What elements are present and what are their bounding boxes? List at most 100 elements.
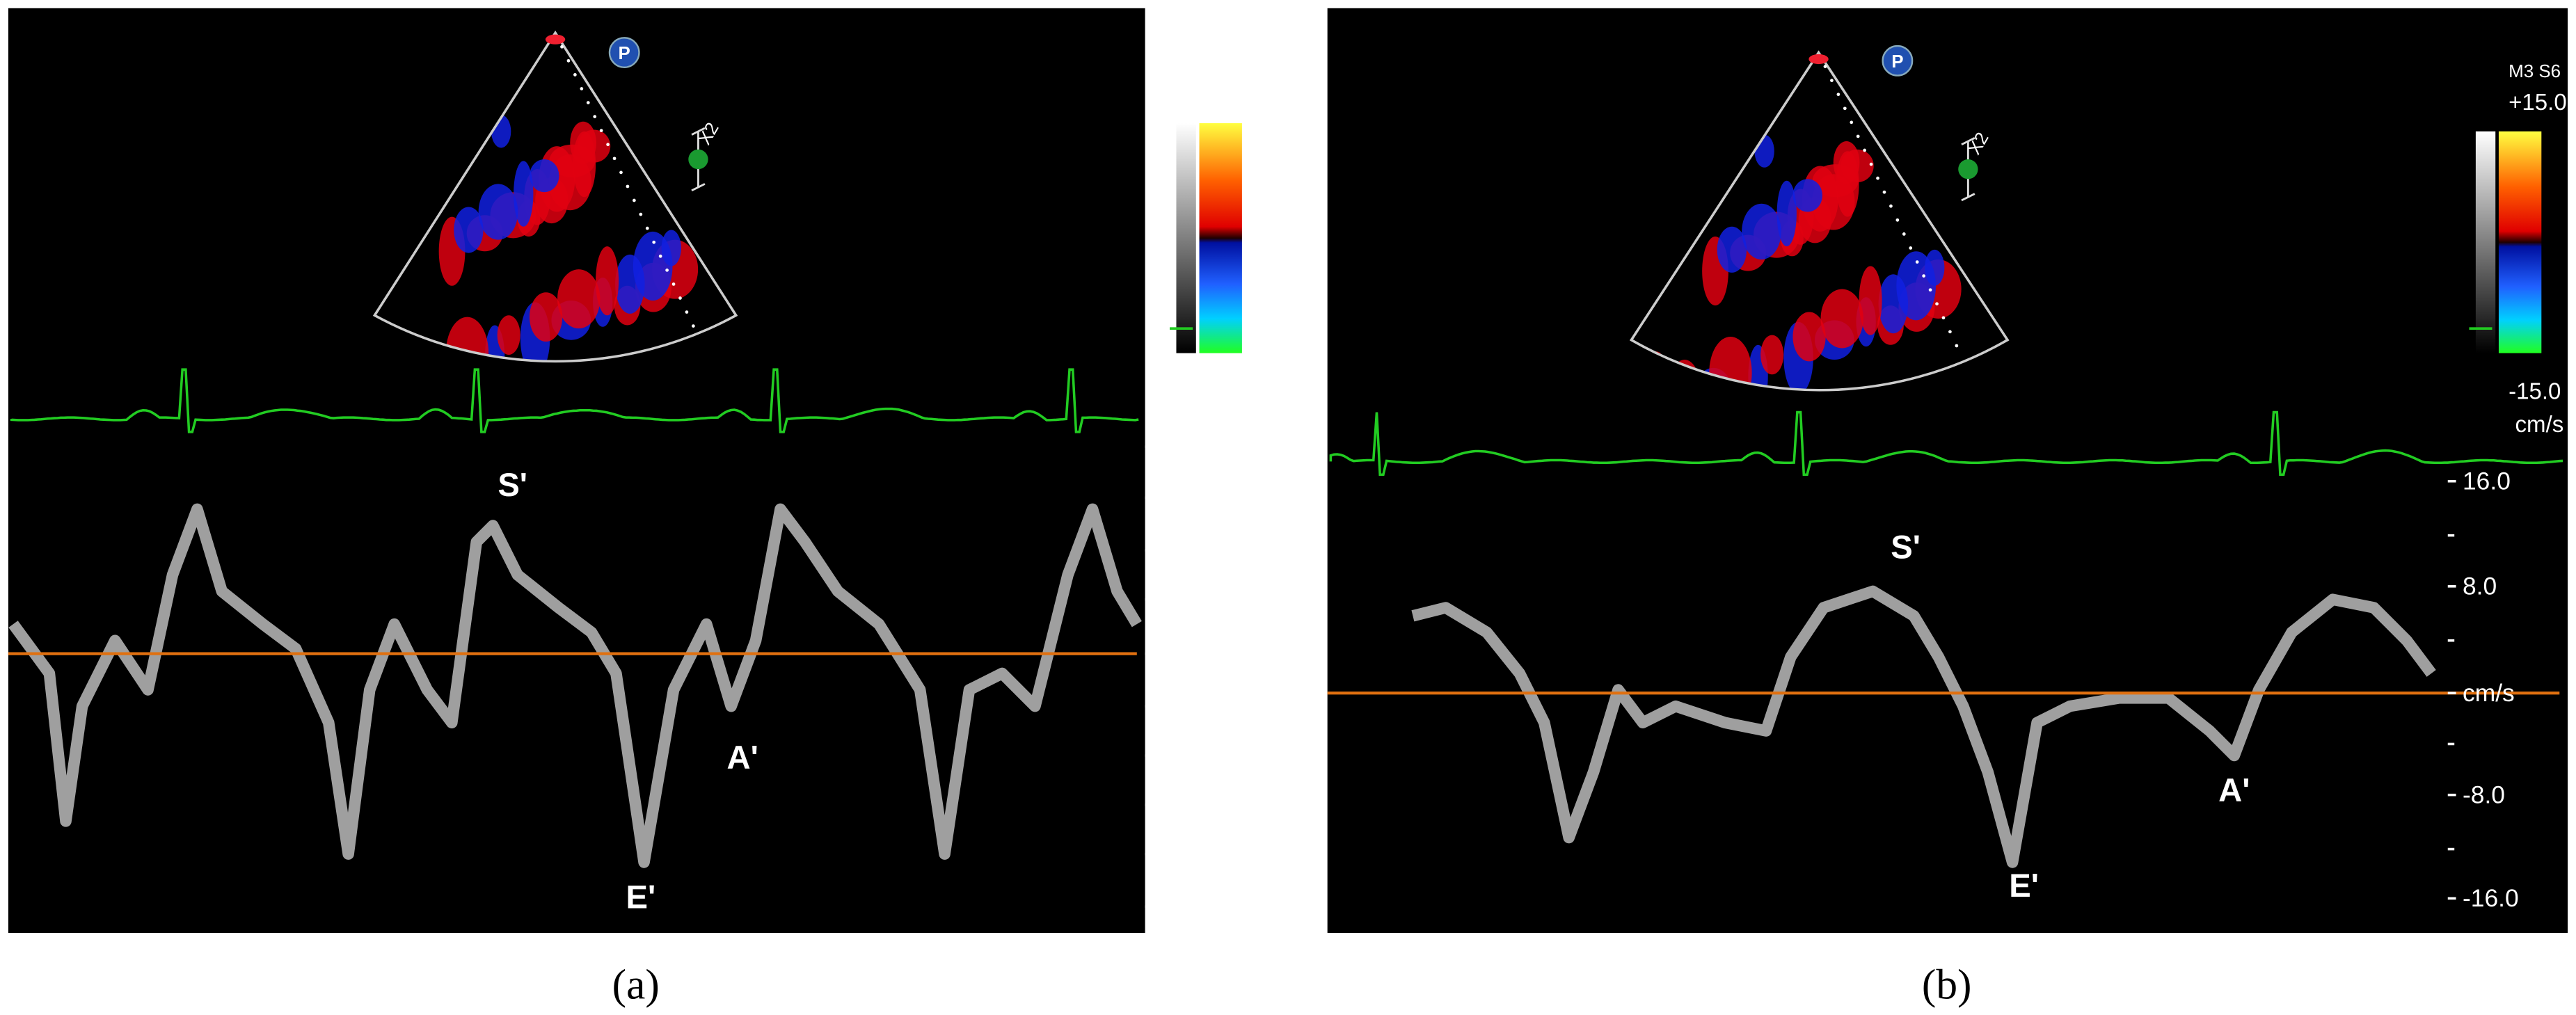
colorbar-max: +15.0	[1207, 81, 1266, 107]
panel-background	[1327, 8, 2568, 933]
scan-dot	[1895, 218, 1900, 222]
panel-caption: (b)	[1922, 961, 1972, 1008]
scan-dot	[678, 296, 682, 300]
axis-label: -16.0	[2463, 884, 2519, 912]
flow-blob	[454, 207, 484, 253]
apex-mark	[1808, 54, 1829, 65]
flow-blob	[1717, 226, 1747, 273]
scan-dot	[560, 45, 564, 49]
sector-outline	[372, 30, 738, 363]
flow-blob	[1820, 289, 1863, 349]
flow-blob	[478, 184, 518, 240]
scan-dot	[1948, 330, 1952, 334]
ecg-trace	[10, 368, 1139, 433]
scan-dot	[586, 101, 590, 104]
scan-dot	[1882, 190, 1886, 194]
colorbar-min: -15.0	[2509, 379, 2561, 405]
scan-dot	[652, 240, 656, 244]
tissue-doppler-waveform	[8, 503, 1142, 868]
scan-dot	[1955, 344, 1959, 348]
scan-dot	[665, 268, 669, 272]
scan-dot	[1909, 246, 1913, 250]
probe-label: P	[619, 42, 630, 63]
axis-label: -8.0	[2463, 781, 2505, 808]
flow-blob	[557, 269, 601, 329]
sector-outline	[1629, 50, 2010, 392]
scan-dot	[1902, 232, 1906, 236]
axis-label: 8.0	[2463, 573, 2497, 600]
flow-blob	[497, 315, 520, 355]
flow-blob	[661, 230, 681, 266]
scan-dot	[1843, 106, 1847, 111]
axis-label: -16.0	[1160, 840, 1216, 868]
scan-dot	[606, 143, 610, 147]
scan-dot	[658, 254, 662, 258]
zoom-dot	[688, 149, 708, 170]
scan-dot	[599, 129, 603, 133]
peak-label: E'	[626, 879, 655, 916]
scan-dot	[1869, 162, 1873, 166]
colorbar-mode: M3 S6	[2509, 61, 2561, 81]
gray-scale-bar	[1176, 123, 1196, 353]
flow-blob	[514, 161, 534, 227]
scan-dot	[645, 226, 649, 230]
scan-dot	[1830, 79, 1834, 83]
flow-blob	[1925, 249, 1945, 286]
scan-dot	[633, 198, 636, 202]
panel-caption: (a)	[612, 961, 660, 1008]
probe-label: P	[1891, 51, 1903, 72]
flow-blob	[570, 121, 596, 165]
scan-dot	[1922, 274, 1926, 278]
scan-dot	[1836, 93, 1840, 97]
velocity-color-bar	[1199, 123, 1242, 353]
velocity-color-bar	[2498, 131, 2542, 353]
scan-dot	[1850, 120, 1854, 125]
scan-dot	[626, 184, 630, 189]
probe-icon	[1882, 45, 1914, 77]
scan-dot	[1928, 288, 1932, 292]
scan-dot	[593, 115, 597, 118]
flow-blob	[530, 159, 559, 193]
scan-dot	[1823, 65, 1827, 68]
flow-blob	[1859, 266, 1882, 335]
axis-label: 16.0	[2463, 467, 2511, 495]
axis-label: -8.0	[1160, 742, 1202, 769]
scan-dot	[612, 157, 617, 161]
flow-blob	[1792, 179, 1822, 212]
color-flow	[380, 115, 736, 362]
scan-dot	[1876, 176, 1879, 180]
peak-label: S'	[498, 467, 527, 504]
peak-label: A'	[2218, 772, 2250, 809]
ecg-trace	[1329, 410, 2563, 477]
flow-blob	[1709, 336, 1752, 390]
scan-dot	[566, 58, 571, 63]
zoom-dot	[1958, 159, 1978, 179]
flow-blob	[596, 246, 619, 316]
flow-blob	[1776, 180, 1797, 247]
colorbar-min: -15.0	[1207, 362, 1259, 388]
scan-dot	[1935, 302, 1939, 306]
axis-label: 16.0	[1160, 433, 1208, 461]
axis-label: cm/s	[2463, 679, 2515, 707]
probe-icon	[608, 37, 640, 68]
flow-blob	[1833, 141, 1860, 184]
flow-blob	[1742, 203, 1781, 260]
scan-dot	[692, 324, 695, 328]
scan-dot	[639, 212, 643, 216]
flow-blob	[529, 292, 563, 342]
flow-blob	[1792, 312, 1826, 362]
scan-dot	[685, 310, 689, 314]
peak-label: S'	[1891, 529, 1921, 566]
scan-dot	[1863, 148, 1867, 152]
colorbar-mode: M3 S6	[1207, 52, 1259, 73]
flow-blob	[1760, 335, 1784, 375]
apex-mark	[545, 34, 566, 45]
scan-dot	[1941, 316, 1946, 320]
colorbar-unit: cm/s	[2515, 412, 2564, 438]
tissue-doppler-waveform	[1411, 585, 2436, 868]
colorbar-unit: cm/s	[1214, 390, 1263, 416]
scan-dot	[580, 87, 584, 90]
